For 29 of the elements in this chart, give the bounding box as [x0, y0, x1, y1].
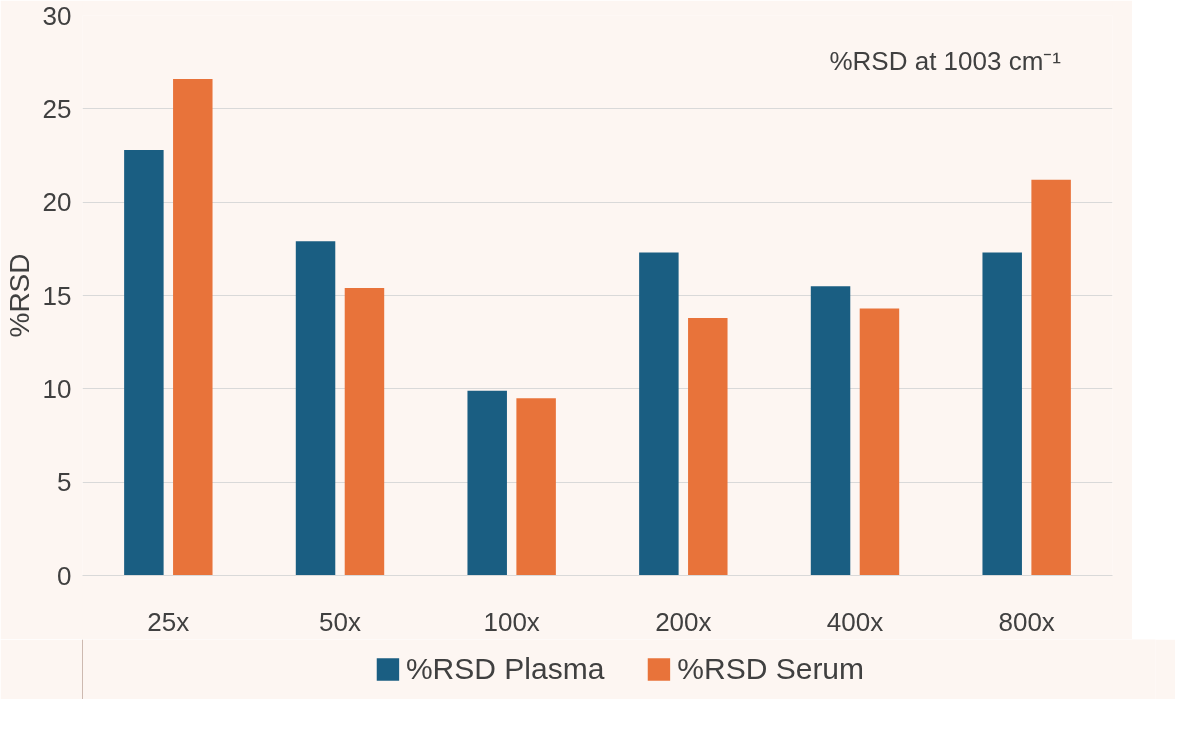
y-tick-label: 30 — [42, 0, 72, 31]
bar — [859, 308, 900, 576]
legend-label: %RSD Serum — [677, 652, 865, 686]
bar — [173, 78, 213, 576]
bar — [688, 317, 728, 576]
y-axis-title: %RSD — [3, 253, 35, 338]
x-tick-label: 800x — [998, 606, 1055, 637]
y-tick-label: 5 — [57, 467, 72, 498]
x-tick-label: 100x — [483, 606, 540, 637]
bar — [516, 398, 556, 576]
bar — [344, 288, 385, 576]
x-tick-label: 200x — [655, 606, 712, 637]
bar — [639, 252, 679, 576]
bar — [295, 241, 336, 576]
bar — [1031, 179, 1071, 576]
annotation: %RSD at 1003 cm⁻¹ — [829, 45, 1062, 76]
bar — [810, 286, 851, 576]
x-tick-label: 400x — [826, 606, 884, 637]
legend-label: %RSD Plasma — [405, 652, 605, 686]
bar — [124, 149, 164, 576]
y-tick-label: 10 — [42, 373, 72, 404]
bar — [467, 390, 507, 576]
x-tick-label: 25x — [147, 606, 190, 637]
x-tick-label: 50x — [319, 606, 361, 637]
y-tick-label: 20 — [42, 187, 72, 218]
y-tick-label: 25 — [42, 93, 72, 124]
bar — [982, 252, 1022, 576]
y-tick-label: 15 — [42, 280, 72, 311]
y-tick-label: 0 — [57, 560, 72, 591]
